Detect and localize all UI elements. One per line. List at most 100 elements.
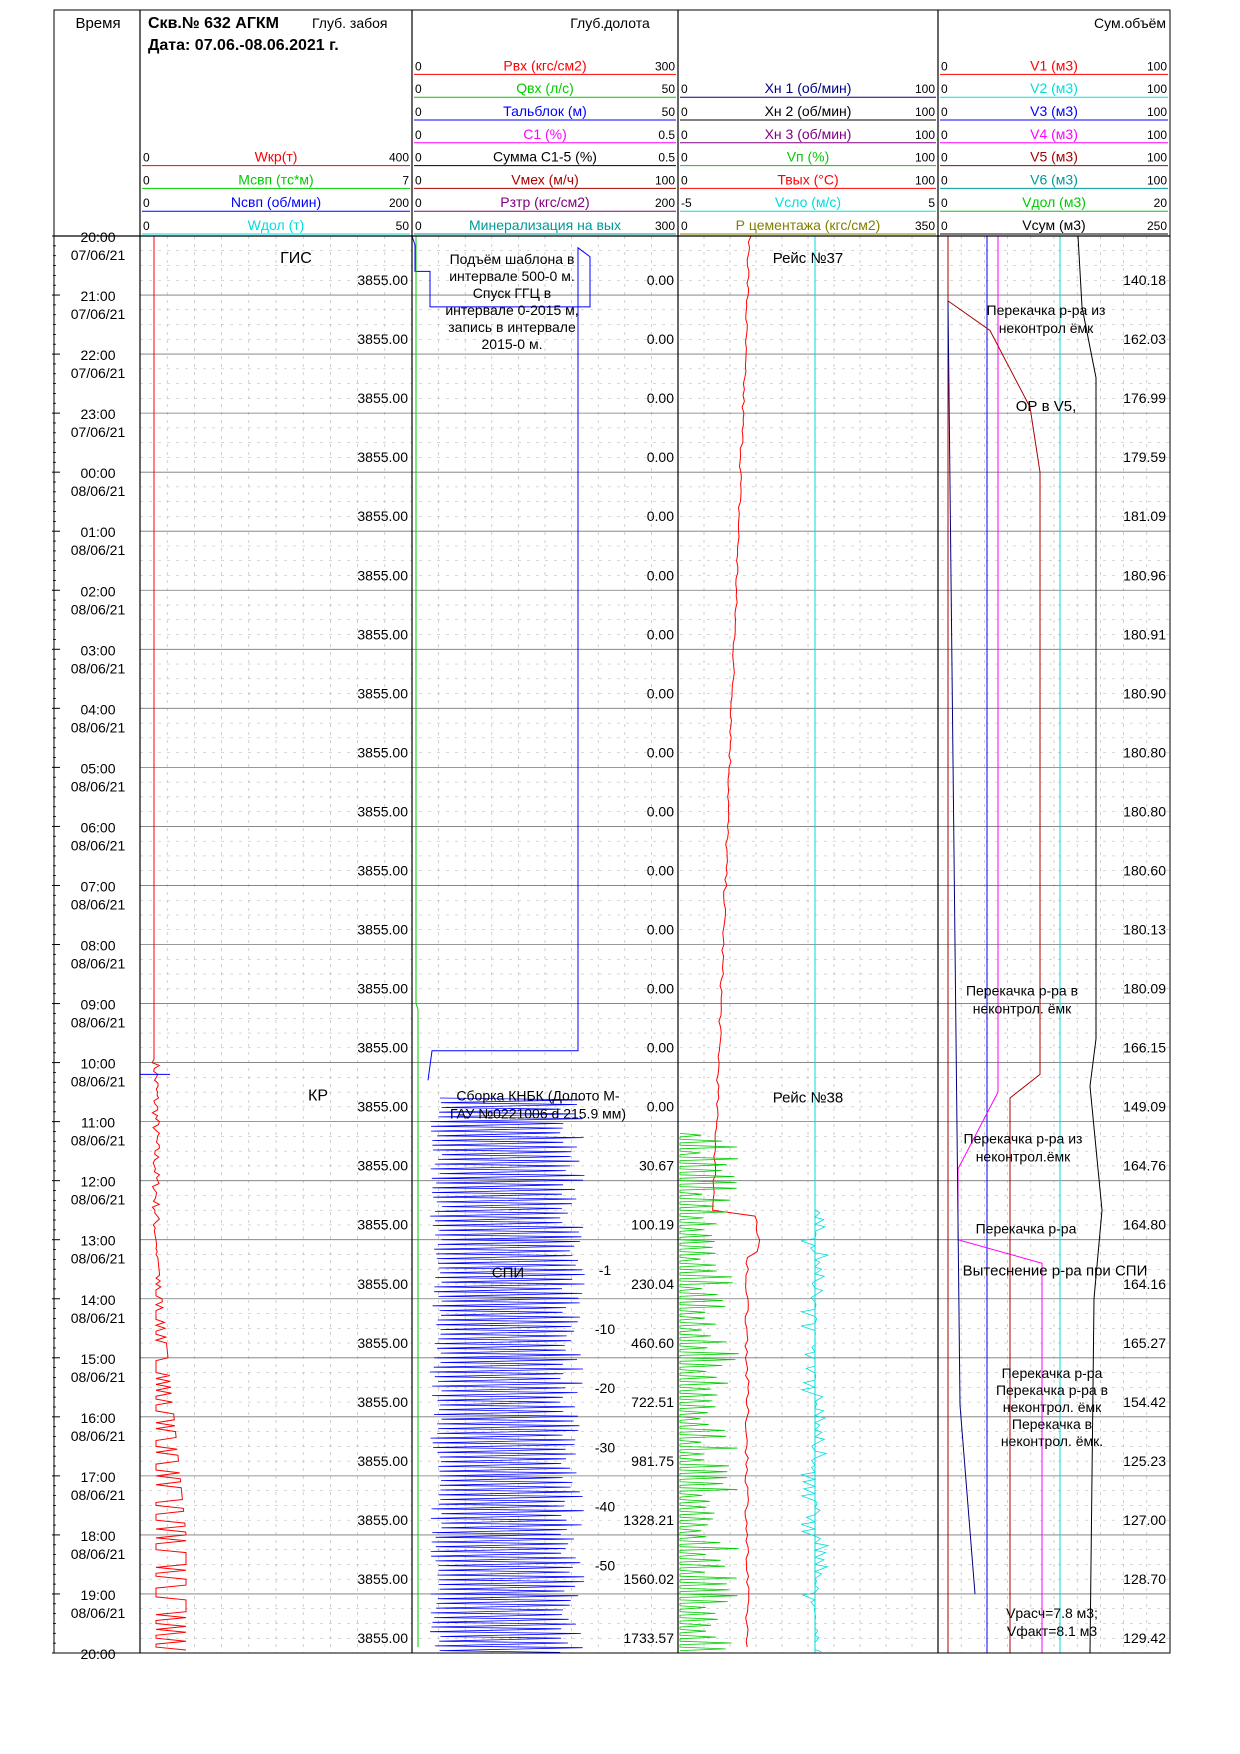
scale-min: 0 [415, 196, 422, 210]
sum-volume-value: 127.00 [1123, 1512, 1166, 1528]
time-label: 23:00 [80, 406, 115, 422]
annotation-rise: интервале 0-2015 м, [445, 302, 578, 318]
annotation-trip38: Рейс №38 [773, 1090, 844, 1107]
scale-max: 50 [662, 105, 676, 119]
bit-depth-value: 0.00 [647, 390, 674, 406]
scale-min: 0 [681, 151, 688, 165]
scale-min: 0 [415, 82, 422, 96]
date-label: 08/06/21 [71, 1251, 126, 1267]
scale-min: 0 [681, 105, 688, 119]
scale-name: Хн 2 (об/мин) [765, 103, 852, 119]
scale-min: 0 [941, 59, 948, 73]
annotation-rise: Спуск ГГЦ в [473, 285, 551, 301]
time-label: 21:00 [80, 288, 115, 304]
chart-labels: Время Скв.№ 632 АГКМ Глуб. забоя Дата: 07.0… [71, 15, 1168, 1662]
bit-depth-value: 0.00 [647, 862, 674, 878]
date-label: 07/06/21 [71, 306, 126, 322]
well-depth-value: 3855.00 [357, 272, 408, 288]
scale-name: Vсло (м/с) [775, 194, 841, 210]
scale-min: 0 [681, 219, 688, 233]
well-depth-value: 3855.00 [357, 744, 408, 760]
sum-volume-value: 180.91 [1123, 626, 1166, 642]
sum-volume-value: 176.99 [1123, 390, 1166, 406]
scale-name: Рзтр (кгс/см2) [500, 194, 589, 210]
scale-min: 0 [143, 151, 150, 165]
bit-depth-value: 0.00 [647, 803, 674, 819]
sum-volume-value: 181.09 [1123, 508, 1166, 524]
bit-depth-value: 0.00 [647, 1040, 674, 1056]
date-label: 08/06/21 [71, 1605, 126, 1621]
bit-depth-value: 1560.02 [623, 1571, 674, 1587]
bit-depth-value: 981.75 [631, 1453, 674, 1469]
scale-name: V1 (м3) [1030, 57, 1078, 73]
scale-name: Хн 1 (об/мин) [765, 80, 852, 96]
scale-max: 50 [662, 82, 676, 96]
scale-min: 0 [941, 151, 948, 165]
well-depth-value: 3855.00 [357, 1276, 408, 1292]
date-label: 08/06/21 [71, 542, 126, 558]
time-label: 02:00 [80, 583, 115, 599]
scale-name: V2 (м3) [1030, 80, 1078, 96]
annotation-vcalc: Vрасч=7.8 м3; [1006, 1605, 1098, 1621]
scale-min: 0 [415, 219, 422, 233]
scale-name: Тальблок (м) [503, 103, 587, 119]
well-depth-value: 3855.00 [357, 803, 408, 819]
annotation-pump3: Перекачка р-ра из [964, 1131, 1083, 1147]
date-label: 08/06/21 [71, 1074, 126, 1090]
annotation-pump5: Перекачка р-ра в [996, 1382, 1108, 1398]
well-depth-value: 3855.00 [357, 390, 408, 406]
curve-block-trips [429, 1097, 585, 1653]
annotation-vcalc: Vфакт=8.1 м3 [1007, 1623, 1097, 1639]
date-label: 08/06/21 [71, 896, 126, 912]
scale-min: -5 [681, 196, 692, 210]
annotation-spi: СПИ [492, 1265, 524, 1282]
scale-name: Мсвп (тс*м) [238, 171, 313, 187]
chart-frame-rect [53, 9, 1171, 1654]
sum-volume-value: 149.09 [1123, 1099, 1166, 1115]
date-label: 08/06/21 [71, 1015, 126, 1031]
well-depth-value: 3855.00 [357, 1630, 408, 1646]
scale-name: V4 (м3) [1030, 126, 1078, 142]
scale-name: Vмех (м/ч) [511, 171, 578, 187]
scale-max: 100 [1147, 151, 1167, 165]
scale-max: 100 [1147, 59, 1167, 73]
annotation-pump3: неконтрол.ёмк [976, 1149, 1071, 1165]
annotation-rise: интервале 500-0 м. [449, 268, 575, 284]
bit-depth-value: 0.00 [647, 922, 674, 938]
well-depth-value: 3855.00 [357, 1335, 408, 1351]
bit-depth-value: 0.00 [647, 331, 674, 347]
time-label: 11:00 [81, 1115, 115, 1131]
scale-max: 400 [389, 151, 409, 165]
bit-depth-value: 0.00 [647, 744, 674, 760]
scale-min: 0 [681, 128, 688, 142]
bit-depth-value: 460.60 [631, 1335, 674, 1351]
bit-depth-value: 0.00 [647, 567, 674, 583]
scale-name: V3 (м3) [1030, 103, 1078, 119]
sum-volume-value: 154.42 [1123, 1394, 1166, 1410]
date-label: 07/06/21 [71, 365, 126, 381]
time-label: 08:00 [80, 938, 115, 954]
sum-volume-value: 180.80 [1123, 744, 1166, 760]
scale-min: 0 [941, 82, 948, 96]
annotation-kr: КР [308, 1088, 328, 1105]
scale-name: Nсвп (об/мин) [231, 194, 321, 210]
scale-min: 0 [415, 128, 422, 142]
scale-name: Рвх (кгс/см2) [503, 57, 586, 73]
date-label: 08/06/21 [71, 956, 126, 972]
scale-max: 100 [915, 105, 935, 119]
well-depth-value: 3855.00 [357, 981, 408, 997]
scale-name: Wкр(т) [255, 149, 298, 165]
time-label: 19:00 [80, 1587, 115, 1603]
chart-grid [52, 235, 1170, 1654]
sum-volume-value: 140.18 [1123, 272, 1166, 288]
sum-volume-value: 164.76 [1123, 1158, 1166, 1174]
time-label: 03:00 [80, 642, 115, 658]
date-label: 08/06/21 [71, 601, 126, 617]
bit-depth-value: 0.00 [647, 685, 674, 701]
annotation-pump4: Перекачка р-ра [976, 1221, 1077, 1237]
bit-depth-value: 1328.21 [623, 1512, 674, 1528]
scale-min: 0 [143, 219, 150, 233]
scale-name: Хн 3 (об/мин) [765, 126, 852, 142]
scale-name: Р цементажа (кгс/см2) [736, 217, 881, 233]
scale-max: 5 [928, 196, 935, 210]
